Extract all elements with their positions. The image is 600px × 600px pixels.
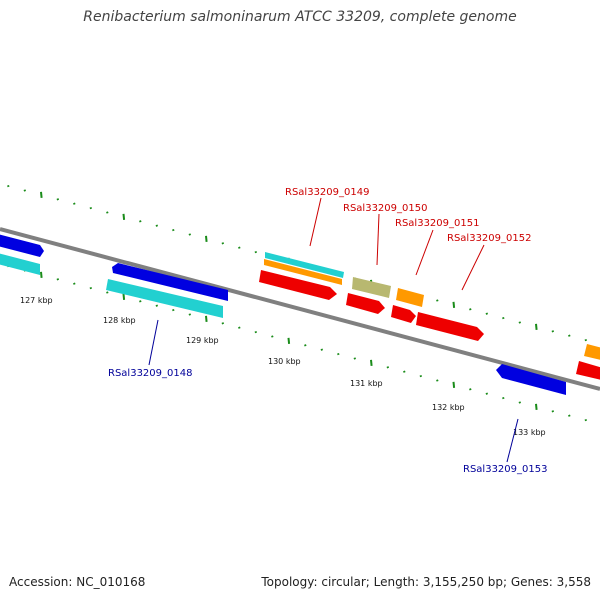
gene-arrow-blue-0148[interactable] — [112, 263, 228, 301]
inner-minor-tick — [155, 304, 159, 307]
tick-label-133: 133 kbp — [513, 428, 546, 437]
gene-bar-orange-0151[interactable] — [396, 288, 424, 307]
gene-arrow-red-0152[interactable] — [416, 312, 484, 341]
inner-minor-tick — [56, 278, 60, 281]
tick-label-132: 132 kbp — [432, 403, 465, 412]
gene-label-0153[interactable]: RSal33209_0153 — [463, 464, 547, 475]
inner-minor-tick — [271, 335, 274, 338]
outer-minor-tick — [518, 321, 522, 324]
gene-bar-cyan-left-edge[interactable] — [0, 251, 40, 275]
tick-label-127: 127 kbp — [20, 296, 53, 305]
inner-minor-tick — [386, 366, 390, 369]
outer-minor-tick — [172, 228, 175, 232]
gene-bar-orange-0149[interactable] — [264, 259, 342, 285]
gene-bar-cyan-0148[interactable] — [106, 279, 223, 318]
outer-minor-tick — [568, 334, 571, 337]
footer-accession: Accession: NC_010168 — [9, 575, 146, 589]
gene-arrow-red-right-edge[interactable] — [576, 361, 600, 382]
inner-minor-tick — [304, 344, 307, 347]
inner-minor-tick — [172, 308, 175, 312]
gene-label-0152[interactable]: RSal33209_0152 — [447, 233, 531, 244]
outer-minor-tick — [551, 330, 555, 333]
gene-arrow-blue-left-edge[interactable] — [0, 232, 44, 257]
inner-major-tick — [452, 381, 456, 388]
inner-minor-tick — [518, 401, 522, 404]
genome-backbone — [0, 227, 600, 391]
outer-minor-tick — [106, 211, 109, 214]
inner-minor-tick — [403, 370, 406, 373]
outer-major-tick — [452, 301, 456, 308]
map-title: Renibacterium salmoninarum ATCC 33209, c… — [83, 9, 517, 25]
inner-minor-tick — [337, 352, 340, 356]
inner-major-tick — [122, 293, 126, 300]
outer-minor-tick — [238, 246, 241, 249]
outer-minor-tick — [89, 206, 93, 210]
gene-arrow-red-0150b[interactable] — [346, 293, 385, 314]
inner-minor-tick — [568, 414, 571, 417]
footer-genome-stats: Topology: circular; Length: 3,155,250 bp… — [261, 575, 591, 589]
inner-minor-tick — [254, 330, 258, 334]
outer-major-tick — [205, 235, 208, 242]
inner-minor-tick — [73, 282, 76, 285]
gene-bar-cyan-0149[interactable] — [265, 252, 344, 278]
outer-minor-tick — [221, 242, 225, 245]
gene-arrow-red-0149[interactable] — [259, 270, 337, 300]
outer-minor-tick — [155, 224, 159, 227]
inner-major-tick — [535, 403, 538, 410]
outer-major-tick — [40, 191, 43, 198]
outer-minor-tick — [436, 299, 439, 302]
gene-bar-orange-right-edge[interactable] — [584, 344, 600, 362]
gene-label-0148[interactable]: RSal33209_0148 — [108, 368, 192, 379]
gene-label-0150[interactable]: RSal33209_0150 — [343, 203, 427, 214]
inner-minor-tick — [238, 326, 241, 329]
gene-arrow-red-0151[interactable] — [391, 305, 416, 323]
gene-bar-olive-0150[interactable] — [352, 277, 391, 298]
gene-arrow-blue-0153[interactable] — [496, 364, 566, 395]
outer-minor-tick — [485, 312, 489, 315]
outer-minor-tick — [139, 220, 142, 223]
inner-minor-tick — [106, 291, 109, 294]
outer-minor-tick — [502, 316, 505, 320]
leader-line-0150 — [376, 213, 380, 266]
leader-line-0151 — [415, 229, 434, 276]
inner-minor-tick — [502, 396, 505, 400]
tick-label-130: 130 kbp — [268, 357, 301, 366]
inner-major-tick — [287, 337, 291, 344]
inner-minor-tick — [469, 388, 472, 391]
tick-label-128: 128 kbp — [103, 316, 136, 325]
outer-minor-tick — [56, 198, 60, 201]
outer-minor-tick — [584, 338, 588, 342]
outer-minor-tick — [23, 189, 27, 192]
outer-minor-tick — [469, 308, 472, 311]
inner-major-tick — [40, 271, 43, 278]
inner-minor-tick — [419, 374, 423, 378]
inner-minor-tick — [139, 300, 142, 303]
inner-minor-tick — [436, 379, 439, 382]
leader-line-0152 — [461, 244, 485, 291]
tick-label-129: 129 kbp — [186, 336, 219, 345]
gene-label-0151[interactable]: RSal33209_0151 — [395, 218, 479, 229]
inner-minor-tick — [584, 418, 588, 422]
outer-minor-tick — [7, 184, 10, 188]
outer-major-tick — [535, 323, 538, 330]
inner-major-tick — [205, 315, 208, 322]
leader-line-0153 — [506, 418, 519, 463]
leader-line-0149 — [309, 197, 322, 247]
inner-minor-tick — [353, 357, 357, 360]
inner-minor-tick — [188, 313, 192, 316]
outer-major-tick — [122, 213, 126, 220]
gene-label-0149[interactable]: RSal33209_0149 — [285, 187, 369, 198]
outer-minor-tick — [73, 202, 76, 205]
inner-minor-tick — [320, 348, 324, 351]
inner-minor-tick — [551, 410, 555, 413]
inner-minor-tick — [485, 392, 489, 395]
inner-major-tick — [370, 359, 373, 366]
outer-minor-tick — [188, 233, 192, 236]
tick-label-131: 131 kbp — [350, 379, 383, 388]
outer-minor-tick — [254, 250, 258, 254]
inner-minor-tick — [89, 286, 93, 290]
leader-line-0148 — [148, 319, 159, 366]
inner-minor-tick — [221, 322, 225, 325]
